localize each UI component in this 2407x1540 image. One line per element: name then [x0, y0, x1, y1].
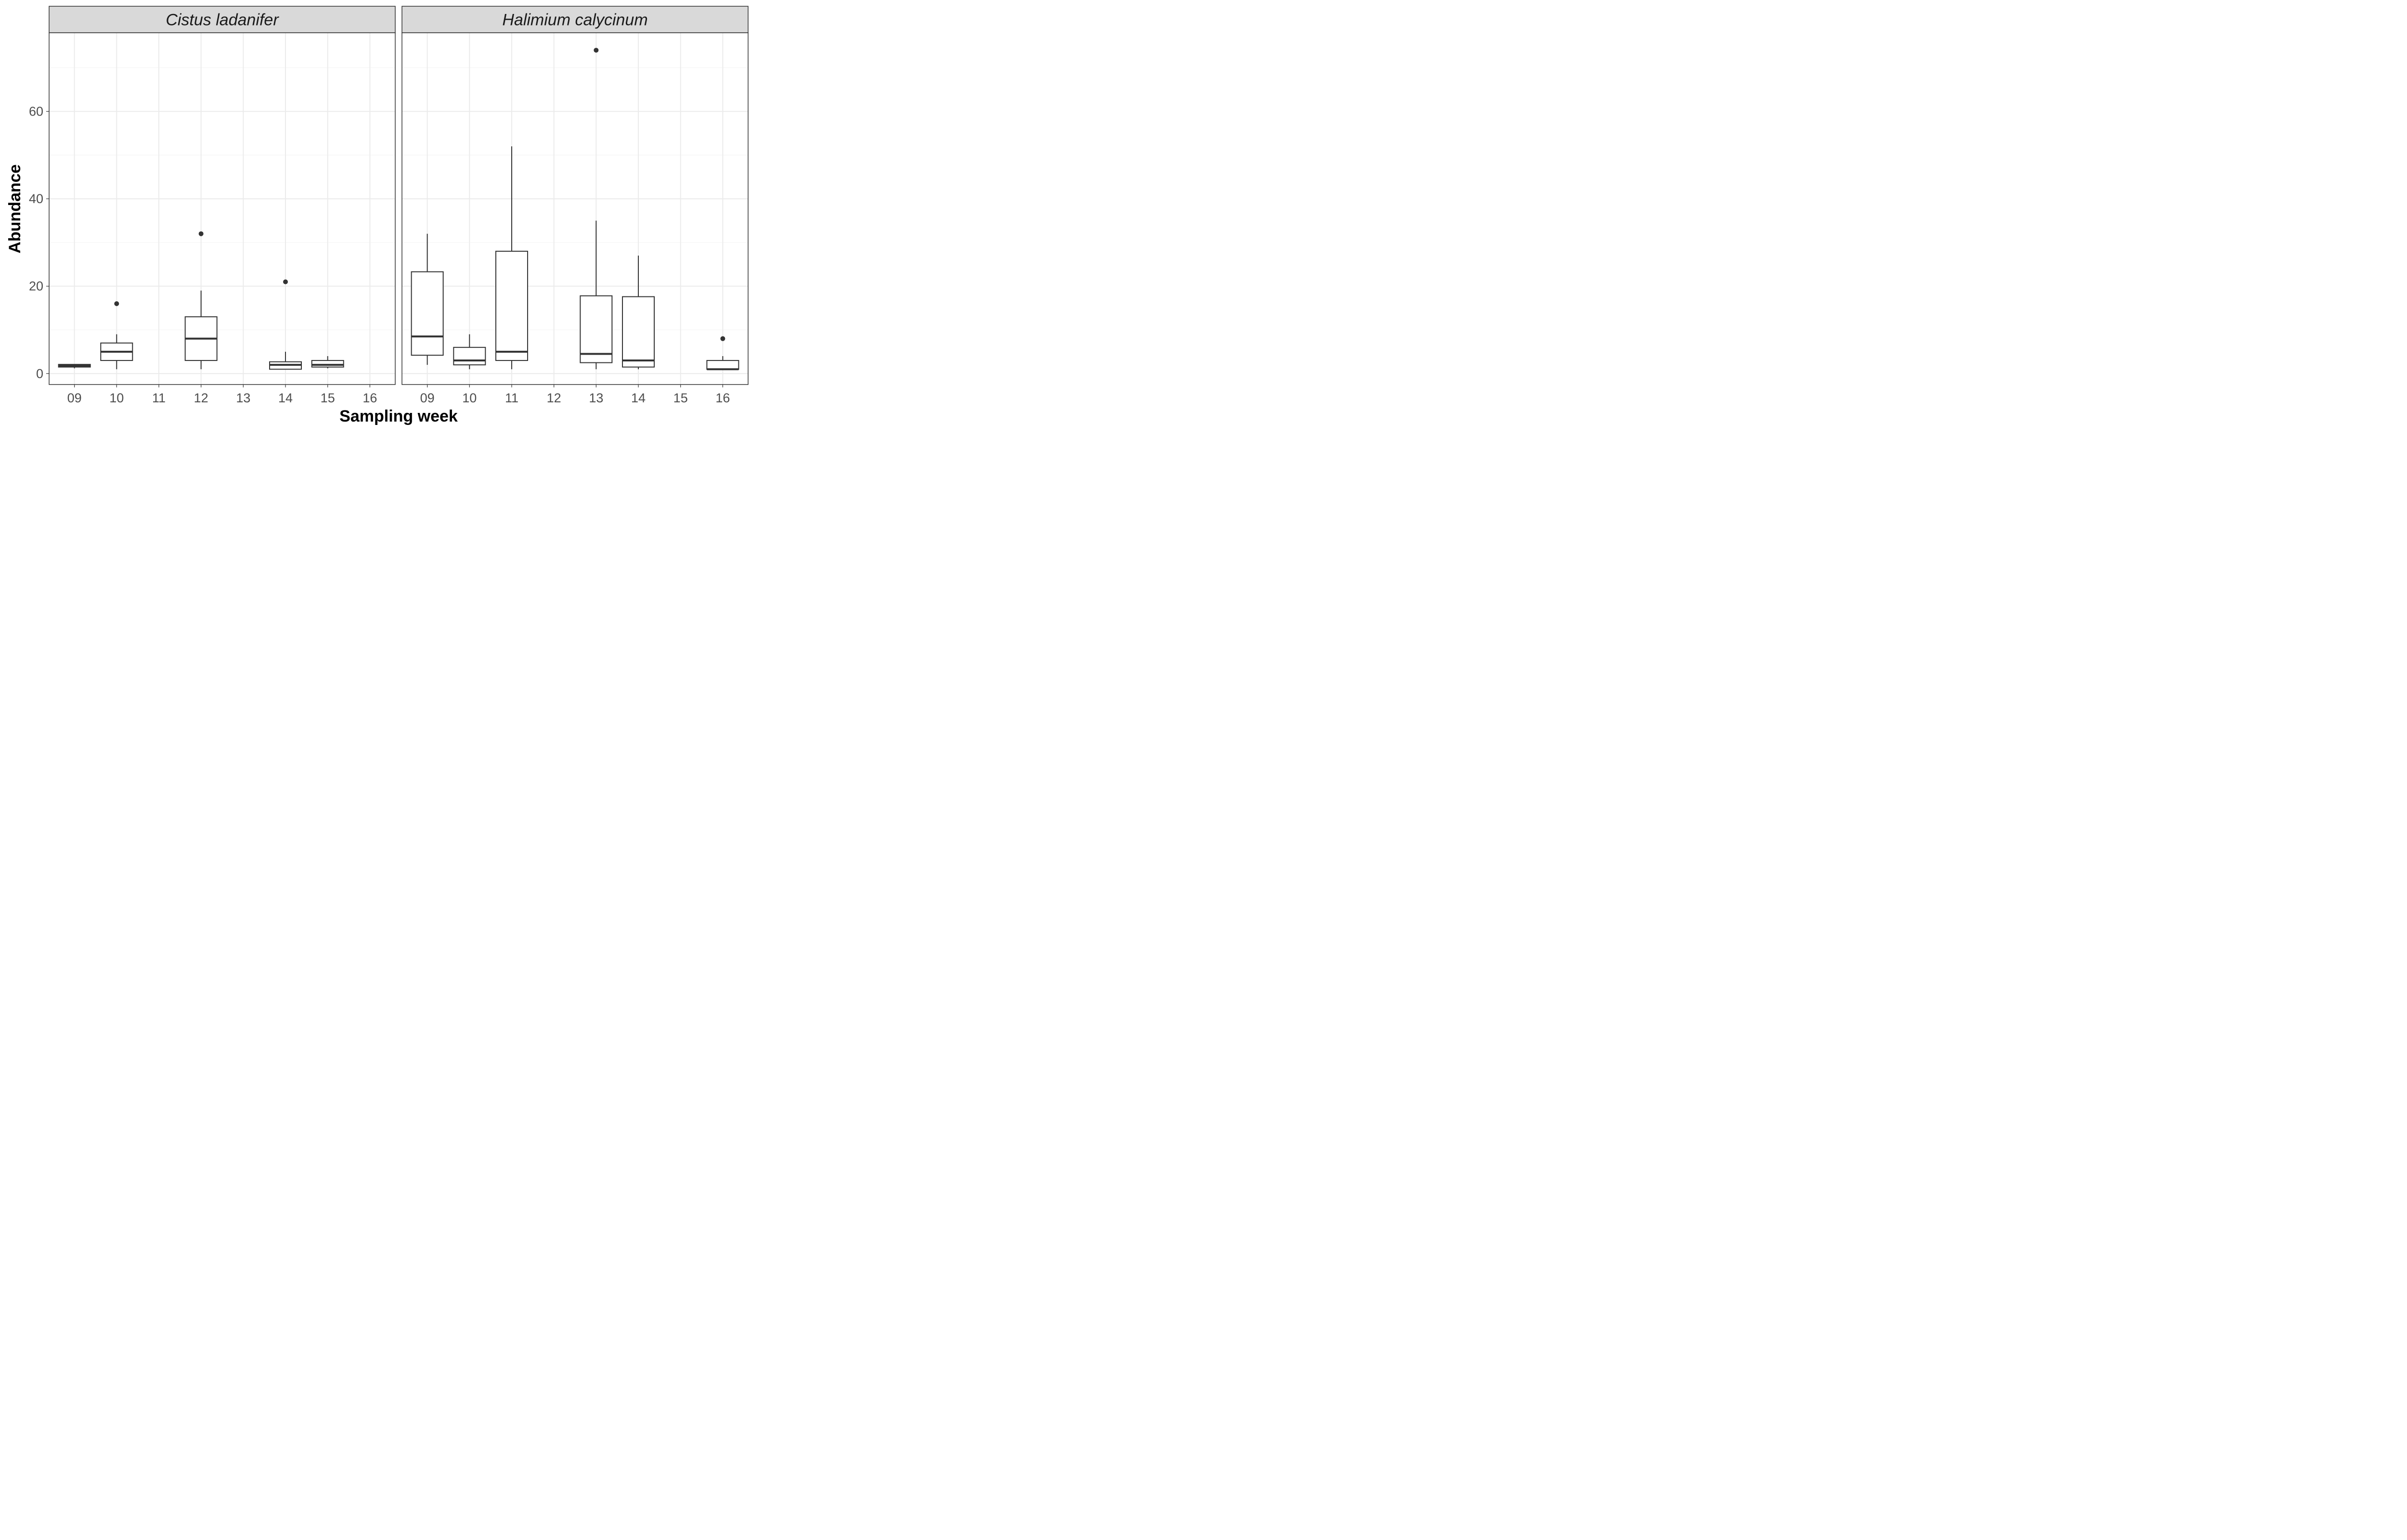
faceted-boxplot-chart: Abundance Sampling week 0 20 40 60 Cistus la… — [6, 6, 749, 425]
x-tick-label: 16 — [715, 391, 730, 405]
x-tick-label: 10 — [462, 391, 477, 405]
x-tick-label: 09 — [67, 391, 82, 405]
box-16 — [706, 336, 739, 371]
chart: Abundance Sampling week 0 20 40 60 Cistus la… — [0, 0, 755, 433]
outlier-point — [594, 48, 599, 53]
box-iqr — [622, 296, 655, 368]
y-axis-title: Abundance — [6, 164, 24, 253]
x-tick-label: 10 — [109, 391, 124, 405]
x-tick-label: 12 — [194, 391, 208, 405]
outlier-point — [720, 336, 725, 341]
box-10 — [453, 334, 486, 370]
x-tick-label: 11 — [152, 391, 166, 405]
facet-strip-label: Cistus ladanifer — [166, 11, 279, 29]
facet-panel-2: Halimium calycinum 09 10 11 12 13 14 15 16 — [401, 6, 749, 405]
box-09 — [411, 233, 444, 365]
facet-strip — [401, 6, 749, 33]
y-tick-label: 40 — [29, 192, 43, 206]
x-tick-label: 13 — [589, 391, 603, 405]
box-iqr — [411, 271, 444, 356]
outlier-point — [114, 301, 119, 307]
box-10 — [100, 301, 133, 370]
x-tick-label: 11 — [505, 391, 518, 405]
panel-background — [49, 33, 395, 385]
box-14 — [269, 279, 302, 370]
box-15 — [311, 356, 344, 369]
panel-background — [402, 33, 748, 385]
outlier-point — [198, 231, 204, 236]
box-11 — [495, 146, 528, 370]
box-iqr — [580, 295, 613, 363]
x-tick-label: 14 — [631, 391, 646, 405]
y-tick-label: 0 — [36, 366, 43, 381]
facet-panel-1: Cistus ladanifer 09 10 11 12 13 14 15 16 — [49, 6, 396, 405]
facet-strip — [49, 6, 396, 33]
x-tick-label: 16 — [362, 391, 377, 405]
x-axis-title: Sampling week — [339, 407, 458, 425]
box-12 — [184, 231, 218, 370]
facet-strip-label: Halimium calycinum — [502, 11, 647, 29]
outlier-point — [283, 279, 288, 284]
box-14 — [622, 256, 655, 370]
box-iqr — [311, 360, 344, 368]
x-tick-label: 12 — [547, 391, 561, 405]
x-tick-label: 15 — [673, 391, 688, 405]
box-iqr — [453, 346, 486, 366]
x-tick-label: 15 — [321, 391, 335, 405]
y-tick-label: 60 — [29, 104, 43, 118]
box-13 — [580, 48, 613, 370]
box-iqr — [495, 251, 528, 361]
x-tick-label: 14 — [278, 391, 293, 405]
box-iqr — [706, 360, 739, 370]
x-tick-label: 09 — [420, 391, 435, 405]
y-tick-label: 20 — [29, 279, 43, 294]
box-09 — [58, 364, 91, 369]
x-tick-label: 13 — [236, 391, 250, 405]
